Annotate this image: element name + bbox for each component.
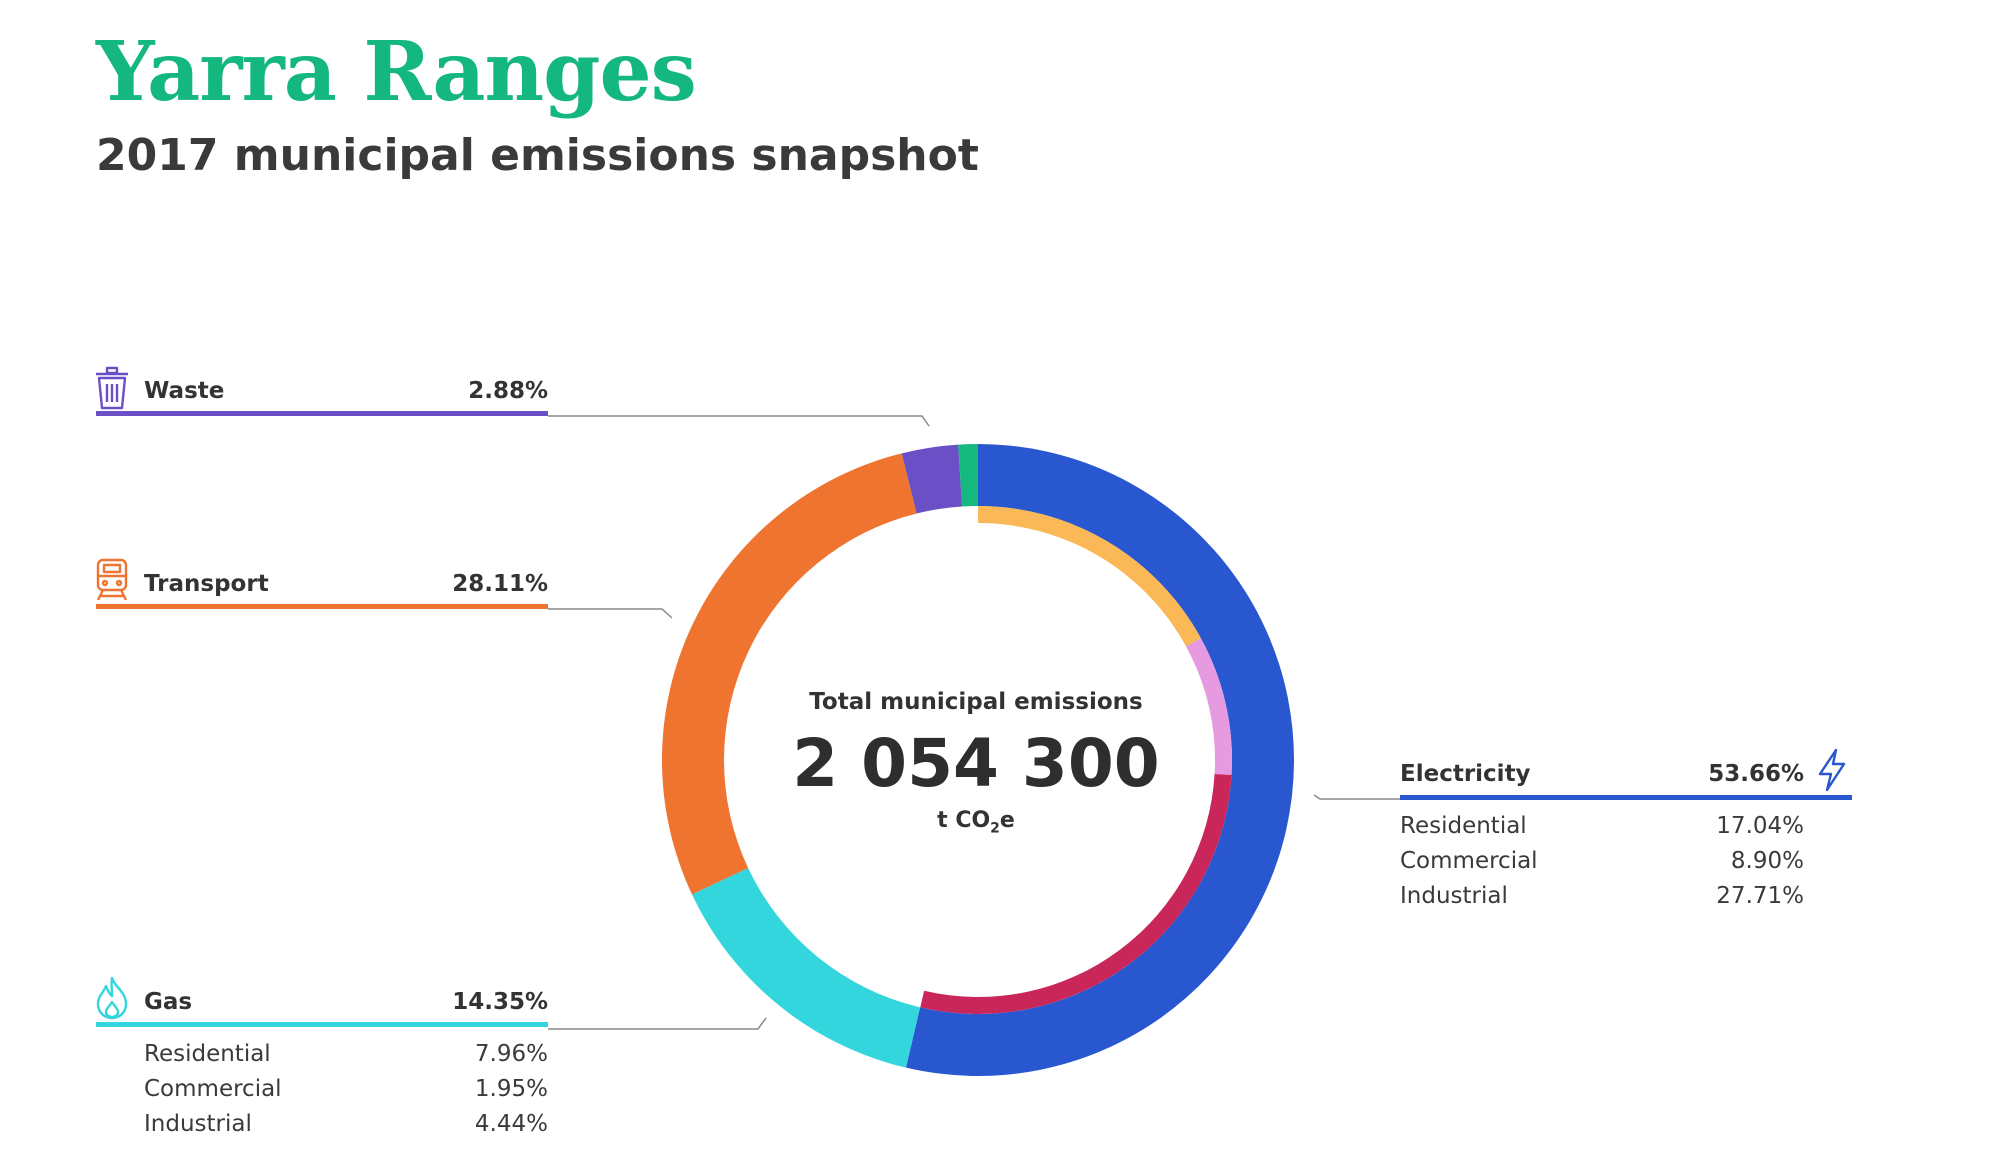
leader-waste (548, 415, 930, 427)
slice-other (958, 444, 978, 507)
legend-transport-value: 28.11% (452, 571, 548, 597)
page-title: Yarra Ranges (96, 24, 697, 120)
legend-transport: Transport 28.11% (96, 568, 548, 600)
electricity-industrial-label: Industrial (1400, 883, 1508, 909)
gas-commercial-value: 1.95% (474, 1076, 548, 1102)
inner-slice-electricity-residential (978, 506, 1201, 647)
legend-waste: Waste 2.88% (96, 375, 548, 407)
transport-rule (96, 604, 548, 609)
outer-ring (661, 444, 1294, 1076)
lightning-icon (1818, 748, 1846, 792)
electricity-commercial-label: Commercial (1400, 848, 1538, 874)
gas-rule (96, 1022, 548, 1027)
gas-commercial-label: Commercial (144, 1076, 282, 1102)
slice-waste (901, 444, 963, 514)
gas-residential-value: 7.96% (474, 1041, 548, 1067)
electricity-industrial-value: 27.71% (1716, 883, 1804, 909)
slice-gas (691, 868, 921, 1068)
gas-industrial-value: 4.44% (474, 1111, 548, 1137)
total-label: Total municipal emissions (809, 689, 1143, 715)
total-value: 2 054 300 (792, 725, 1160, 802)
total-unit: t CO2e (937, 808, 1015, 837)
inner-ring (920, 506, 1232, 1015)
legend-waste-label: Waste (144, 378, 225, 404)
electricity-industrial-row: Industrial 27.71% (1400, 880, 1804, 912)
waste-rule (96, 411, 548, 416)
electricity-residential-label: Residential (1400, 813, 1527, 839)
legend-gas-label: Gas (144, 989, 193, 1015)
leader-transport (548, 608, 673, 619)
legend-electricity: Electricity 53.66% (1400, 758, 1852, 790)
slice-electricity (905, 444, 1294, 1076)
electricity-residential-row: Residential 17.04% (1400, 810, 1804, 842)
electricity-commercial-value: 8.90% (1730, 848, 1804, 874)
page-subtitle: 2017 municipal emissions snapshot (96, 130, 979, 181)
legend-gas: Gas 14.35% (96, 986, 548, 1018)
legend-electricity-label: Electricity (1400, 761, 1531, 787)
leader-electricity (1313, 794, 1400, 800)
flame-icon (96, 976, 128, 1020)
gas-commercial-row: Commercial 1.95% (144, 1073, 548, 1105)
electricity-rule (1400, 795, 1852, 800)
train-icon (96, 558, 128, 601)
electricity-commercial-row: Commercial 8.90% (1400, 845, 1804, 877)
legend-waste-value: 2.88% (468, 378, 548, 404)
gas-residential-row: Residential 7.96% (144, 1038, 548, 1070)
legend-transport-label: Transport (144, 571, 269, 597)
gas-industrial-label: Industrial (144, 1111, 252, 1137)
leader-gas (548, 1017, 767, 1030)
legend-gas-value: 14.35% (452, 989, 548, 1015)
gas-industrial-row: Industrial 4.44% (144, 1108, 548, 1140)
electricity-residential-value: 17.04% (1716, 813, 1804, 839)
leader-lines (548, 415, 1400, 1030)
inner-slice-electricity-commercial (1185, 638, 1232, 775)
gas-residential-label: Residential (144, 1041, 271, 1067)
trash-icon (96, 366, 128, 410)
legend-electricity-value: 53.66% (1708, 761, 1804, 787)
slice-transport (661, 453, 917, 895)
